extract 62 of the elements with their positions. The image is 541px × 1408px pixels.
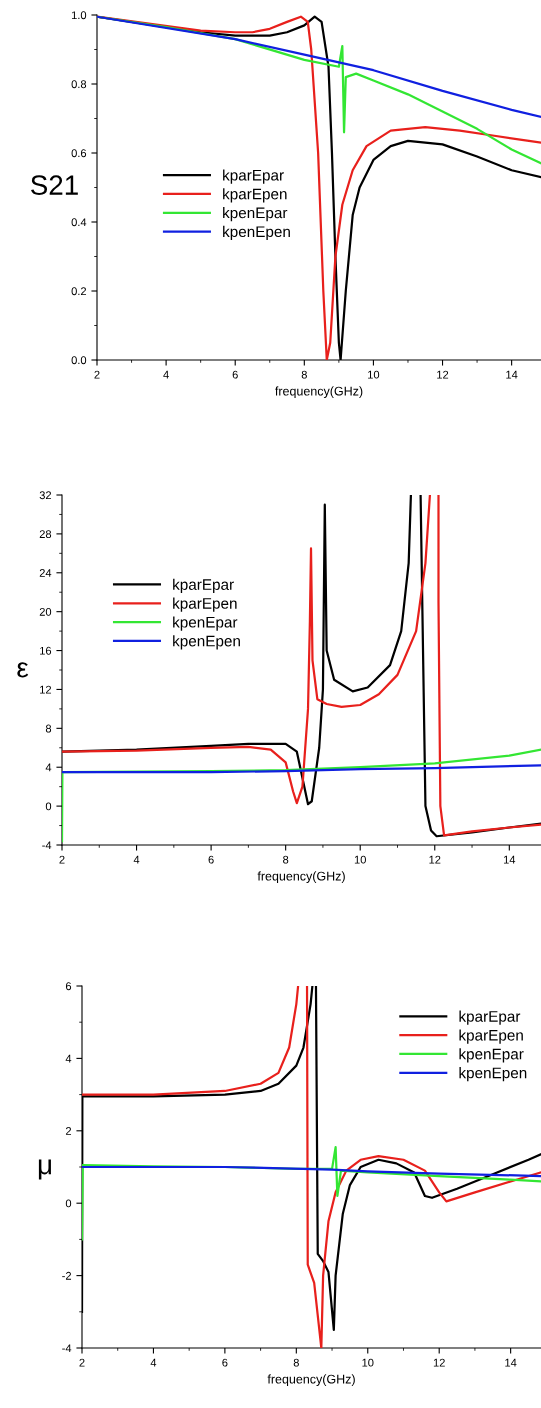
- y-tick-label: 0.8: [71, 80, 87, 89]
- legend-label: kpenEpar: [223, 207, 288, 222]
- x-tick-label: 12: [437, 370, 449, 379]
- y-tick-label: -4: [42, 841, 52, 850]
- x-tick-label: 6: [232, 370, 238, 379]
- y-tick-label: 0: [65, 1199, 72, 1208]
- line-series: [97, 15, 541, 118]
- x-tick-label: 10: [362, 1358, 374, 1367]
- y-tick-label: 20: [39, 607, 52, 616]
- x-tick-label: 8: [301, 370, 307, 379]
- legend-label: kpenEpar: [459, 1048, 524, 1063]
- y-tick-label: 4: [45, 763, 52, 772]
- y-axis-title: S21: [31, 175, 78, 195]
- y-tick-label: 6: [65, 982, 72, 991]
- y-tick-label: 0: [45, 802, 52, 811]
- x-tick-label: 12: [429, 855, 441, 864]
- y-tick-label: 24: [39, 569, 52, 577]
- y-tick-label: 8: [45, 724, 52, 733]
- x-tick-label: 10: [354, 855, 366, 864]
- y-axis-title: μ: [38, 1159, 52, 1180]
- legend-label: kparEpar: [459, 1010, 521, 1025]
- x-tick-label: 12: [433, 1358, 445, 1367]
- y-tick-label: 0.0: [71, 356, 87, 365]
- line-series: [62, 764, 541, 774]
- y-tick-label: 0.6: [71, 149, 87, 158]
- x-tick-label: 4: [150, 1358, 157, 1367]
- x-tick-label: 6: [208, 855, 214, 864]
- y-tick-label: 12: [40, 685, 52, 694]
- legend-label: kpenEpen: [223, 225, 290, 241]
- y-tick-label: 4: [65, 1054, 72, 1063]
- legend-label: kpenEpen: [173, 635, 240, 650]
- y-tick-label: 16: [40, 646, 52, 655]
- x-axis-title: frequency(GHz): [267, 1374, 355, 1386]
- x-tick-label: 14: [506, 370, 518, 379]
- x-axis-title: frequency(GHz): [257, 871, 345, 883]
- x-tick-label: 14: [505, 1358, 517, 1367]
- y-tick-label: 0.2: [71, 287, 87, 296]
- x-tick-label: 6: [222, 1358, 228, 1367]
- y-tick-label: -4: [62, 1344, 72, 1353]
- y-tick-label: 28: [39, 530, 52, 539]
- y-tick-label: -2: [62, 1271, 72, 1280]
- legend-label: kparEpar: [173, 578, 234, 593]
- y-tick-label: 0.4: [71, 218, 87, 227]
- line-series: [82, 1165, 541, 1178]
- x-tick-label: 8: [283, 855, 289, 864]
- y-tick-label: 32: [39, 491, 52, 500]
- legend-label: kpenEpen: [459, 1067, 527, 1082]
- y-tick-label: 1.0: [71, 11, 87, 20]
- y-tick-label: 2: [65, 1127, 72, 1135]
- legend-label: kpenEpar: [173, 616, 238, 631]
- x-tick-label: 8: [293, 1358, 299, 1367]
- x-tick-label: 4: [133, 855, 140, 864]
- legend-label: kparEpen: [459, 1029, 523, 1044]
- y-axis-title: ε: [17, 662, 29, 678]
- x-tick-label: 14: [503, 855, 516, 864]
- x-tick-label: 2: [94, 370, 100, 379]
- legend-label: kparEpar: [223, 169, 284, 184]
- x-tick-label: 10: [368, 370, 380, 379]
- legend-label: kparEpen: [173, 597, 237, 612]
- legend-label: kparEpen: [223, 188, 287, 203]
- x-tick-label: 4: [163, 370, 169, 379]
- x-axis-title: frequency(GHz): [275, 386, 363, 398]
